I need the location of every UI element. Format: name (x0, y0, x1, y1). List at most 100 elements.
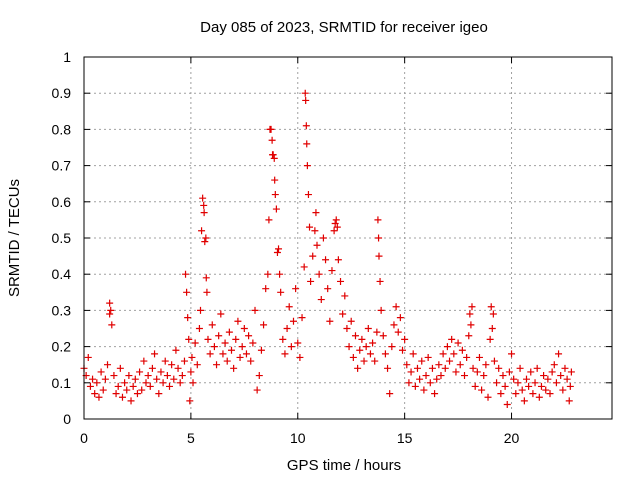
data-point (287, 343, 295, 351)
grid-layer (84, 57, 612, 419)
data-point (396, 314, 404, 322)
data-point (343, 325, 351, 332)
data-point (178, 372, 186, 380)
data-point (234, 317, 242, 325)
data-point (493, 379, 501, 387)
data-point (469, 364, 477, 372)
data-point (255, 372, 263, 380)
data-point (240, 325, 248, 332)
data-point (172, 346, 180, 354)
data-point (198, 227, 206, 235)
data-point (366, 350, 374, 358)
data-point (146, 382, 154, 390)
data-point (548, 368, 556, 376)
data-point (550, 361, 558, 369)
data-point (544, 375, 552, 383)
data-point (118, 393, 126, 401)
data-point (540, 372, 548, 380)
data-point (187, 368, 195, 376)
data-point (281, 350, 289, 358)
data-point (487, 303, 495, 311)
data-point (514, 379, 522, 387)
data-point (201, 238, 209, 246)
data-point (153, 375, 161, 383)
data-point (533, 364, 541, 372)
data-point (334, 256, 342, 264)
data-point (407, 368, 415, 376)
data-point (271, 191, 279, 199)
data-point (467, 321, 475, 329)
data-point (497, 390, 505, 398)
data-point (148, 364, 156, 372)
data-point (450, 350, 458, 358)
data-point (186, 397, 194, 405)
data-point (322, 256, 330, 264)
data-point (101, 375, 109, 383)
data-point (221, 339, 229, 347)
data-point (360, 357, 368, 365)
data-point (522, 375, 530, 383)
data-point (552, 379, 560, 387)
data-point (180, 357, 188, 365)
y-tick-label: 1 (63, 49, 71, 65)
data-point (428, 364, 436, 372)
data-point (195, 325, 203, 332)
data-point (199, 194, 207, 202)
data-point (561, 364, 569, 372)
data-point (247, 357, 255, 365)
data-point (486, 335, 494, 343)
data-point (269, 151, 277, 159)
data-point (488, 325, 496, 332)
data-point (452, 368, 460, 376)
data-point (159, 379, 167, 387)
data-point (302, 122, 310, 130)
data-point (394, 328, 402, 336)
data-point (315, 270, 323, 278)
data-point (227, 346, 235, 354)
data-point (236, 353, 244, 361)
data-point (466, 310, 474, 318)
data-point (331, 220, 339, 228)
data-point (377, 306, 385, 314)
data-point (439, 350, 447, 358)
data-point (441, 364, 449, 372)
data-point (312, 209, 320, 217)
data-point (107, 306, 115, 314)
data-point (435, 361, 443, 369)
data-point (475, 353, 483, 361)
data-point (537, 382, 545, 390)
y-tick-label: 0.5 (52, 230, 72, 246)
data-point (125, 372, 133, 380)
data-point (413, 364, 421, 372)
data-point (339, 310, 347, 318)
data-point (193, 361, 201, 369)
data-point (106, 310, 114, 318)
data-point (369, 339, 377, 347)
data-point (484, 393, 492, 401)
data-point (106, 299, 114, 307)
data-point (531, 379, 539, 387)
data-point (191, 339, 199, 347)
data-point (270, 154, 278, 162)
data-point (446, 357, 454, 365)
data-point (168, 361, 176, 369)
data-point (478, 386, 486, 394)
x-axis-label: GPS time / hours (287, 457, 401, 474)
data-point (217, 310, 225, 318)
data-point (567, 368, 575, 376)
x-tick-label: 5 (187, 430, 195, 446)
data-point (289, 317, 297, 325)
data-point (170, 375, 178, 383)
data-point (364, 325, 372, 332)
y-tick-label: 0 (63, 411, 71, 427)
data-point (189, 379, 197, 387)
data-point (388, 343, 396, 351)
data-point (292, 285, 300, 293)
y-tick-label: 0.6 (52, 194, 72, 210)
data-point (512, 390, 520, 398)
data-point (260, 321, 268, 329)
data-point (264, 270, 272, 278)
data-point (565, 397, 573, 405)
data-point (468, 303, 476, 311)
